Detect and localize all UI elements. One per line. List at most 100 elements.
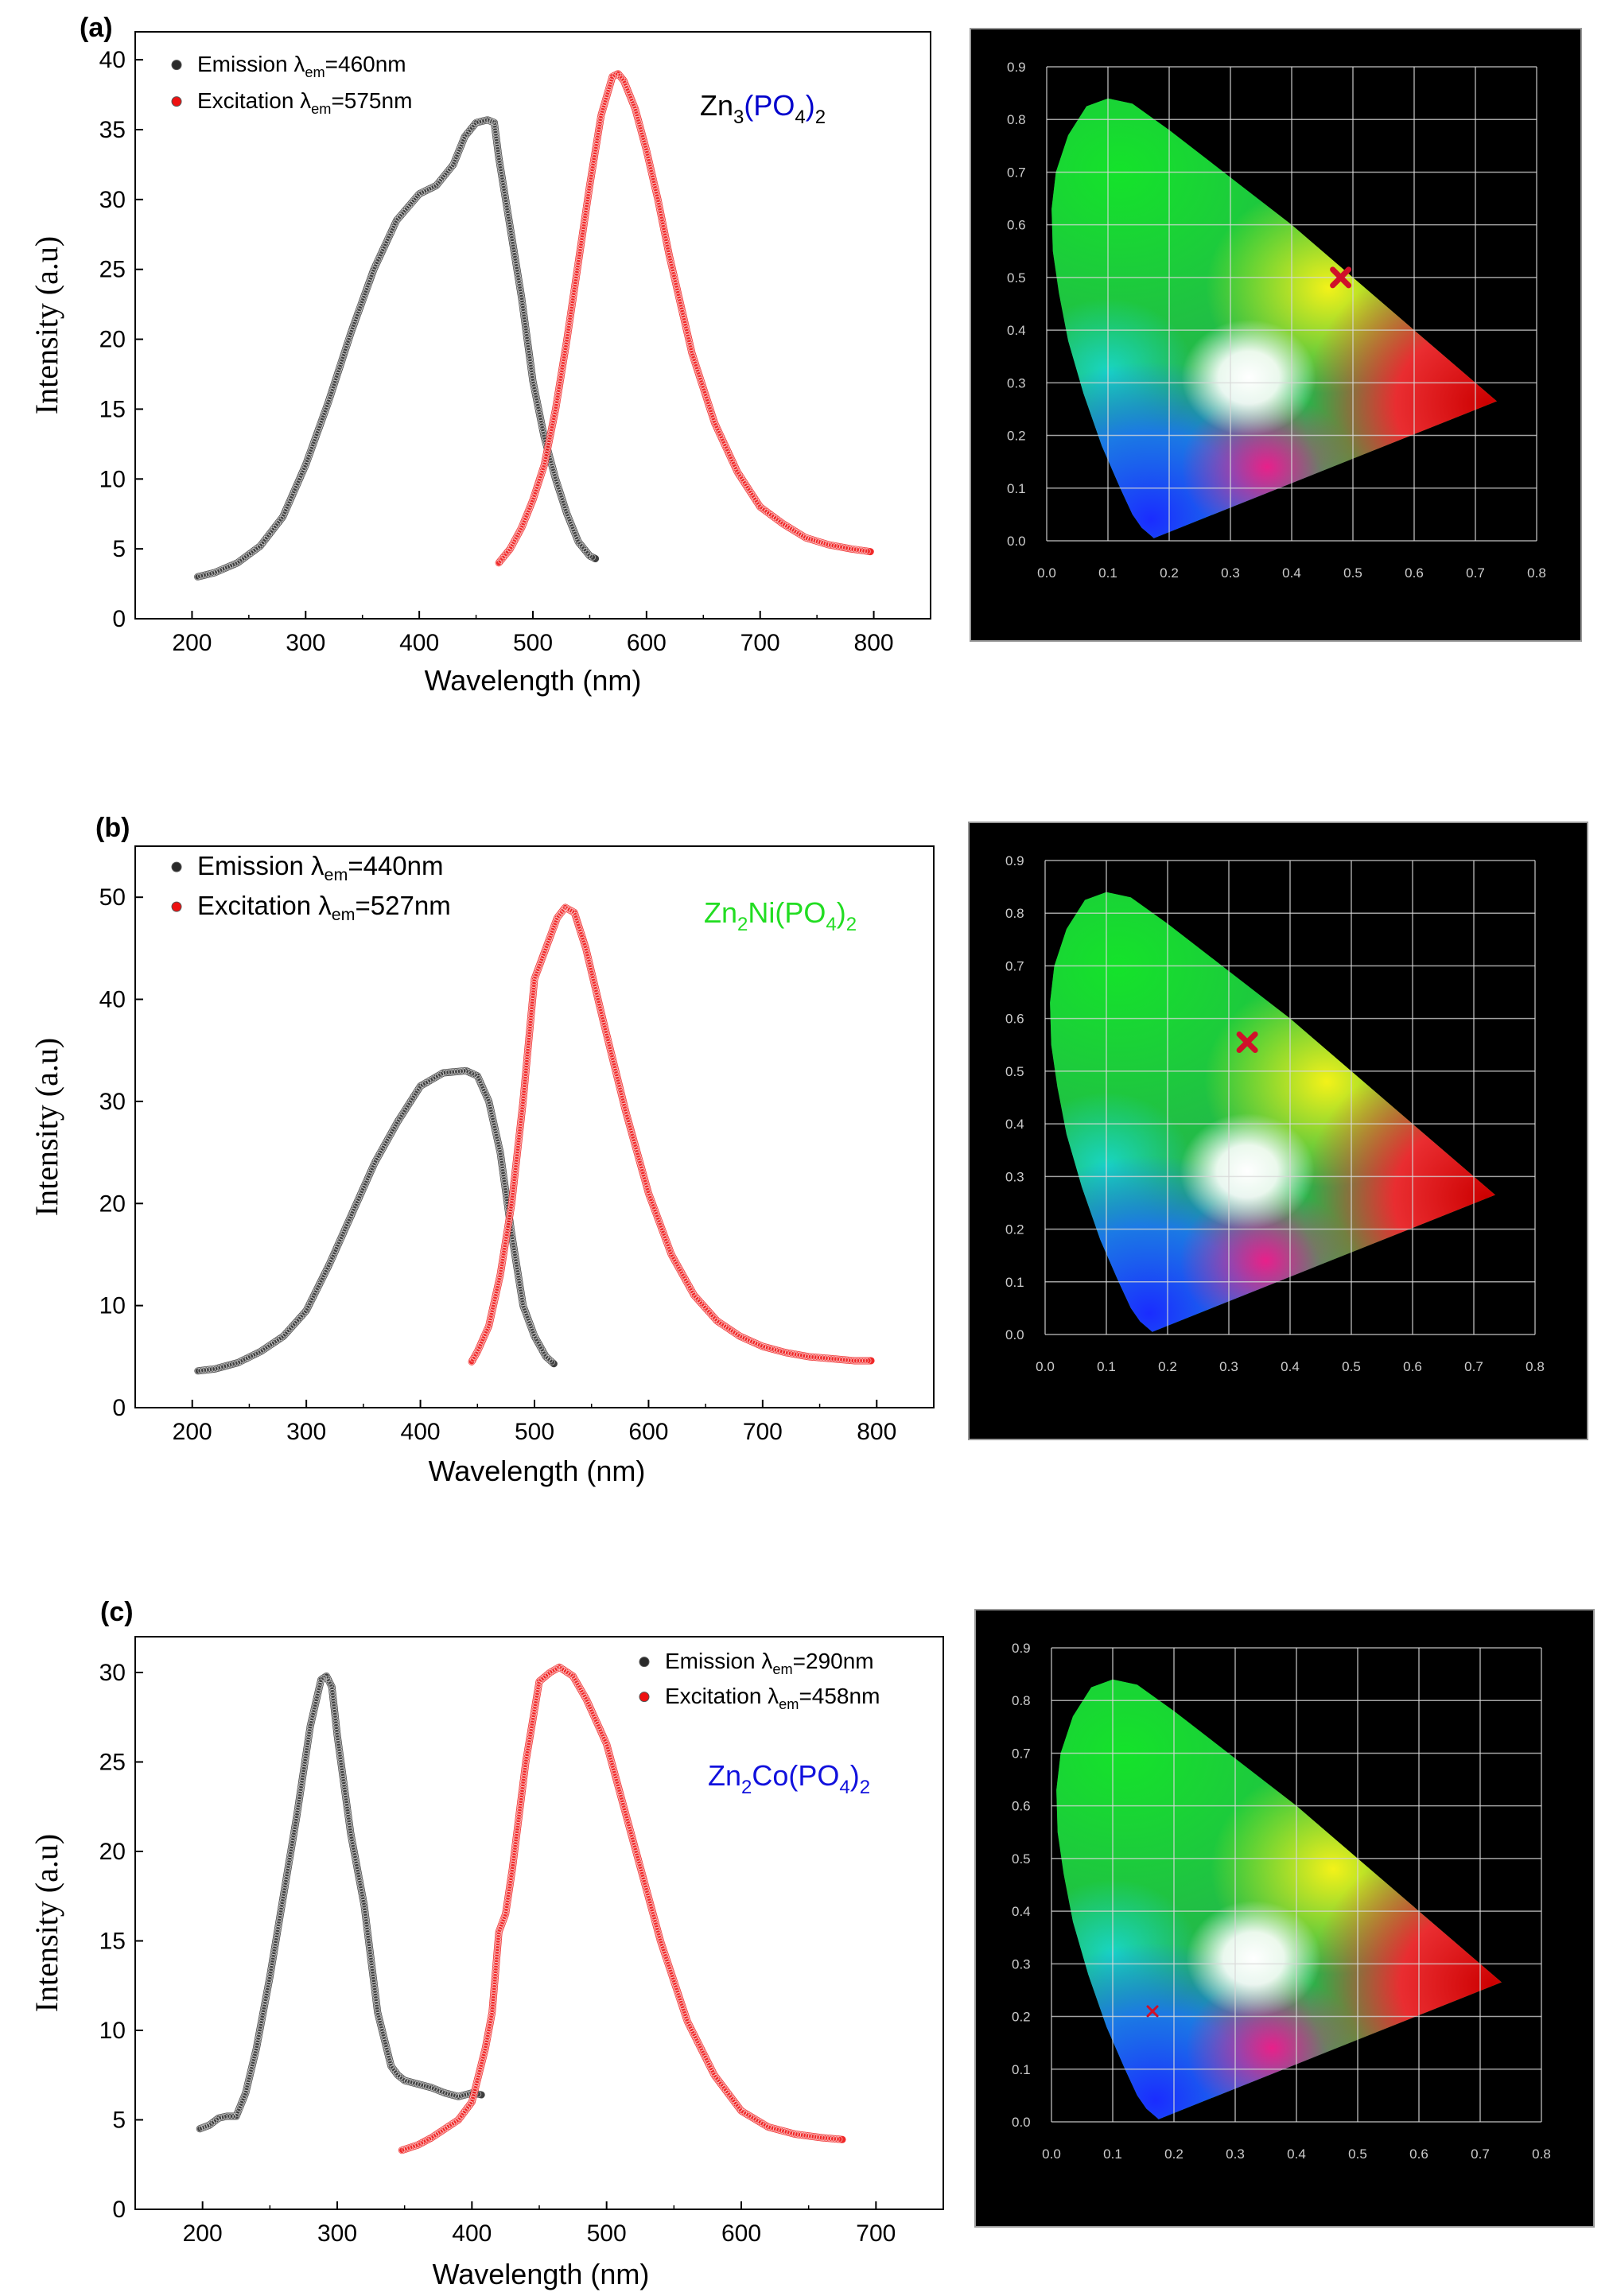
data-point (446, 2122, 453, 2130)
data-point (437, 2128, 444, 2135)
data-point (428, 2084, 435, 2092)
cie-x-tick: 0.5 (1342, 1359, 1361, 1374)
legend-marker (171, 861, 182, 872)
series-line (468, 903, 875, 1366)
cie-x-tick: 0.2 (1164, 2146, 1184, 2162)
x-tick-label: 600 (628, 1419, 668, 1445)
data-point (584, 550, 592, 557)
legend-entry: Excitation λem=527nm (197, 891, 451, 924)
series-line (194, 116, 600, 581)
data-point (297, 1314, 305, 1321)
data-point (434, 180, 441, 187)
data-point (733, 2100, 740, 2108)
x-tick-label: 300 (286, 1419, 326, 1445)
cie-x-tick: 0.4 (1282, 565, 1301, 581)
data-point (694, 1296, 702, 1303)
data-point (450, 2119, 457, 2127)
cie-x-tick: 0.2 (1158, 1359, 1177, 1374)
data-point (461, 2108, 468, 2115)
cie-y-tick: 0.4 (1007, 323, 1026, 338)
data-point (544, 1671, 551, 1678)
data-point (773, 1346, 780, 1354)
data-point (460, 2110, 467, 2117)
cie-y-tick: 0.5 (1007, 270, 1026, 286)
data-point (503, 550, 510, 557)
data-point (255, 544, 262, 551)
panel-label: (c) (100, 1597, 134, 1627)
data-point (465, 2103, 472, 2110)
data-point (262, 536, 269, 543)
data-point (729, 2096, 737, 2104)
x-tick-label: 500 (587, 2220, 627, 2247)
data-point (567, 1671, 574, 1678)
data-point (465, 1068, 472, 1076)
data-point (228, 1361, 235, 1368)
cie-y-tick: 0.9 (1005, 853, 1024, 868)
data-point (833, 2135, 840, 2143)
cie-y-tick: 0.4 (1005, 1117, 1024, 1132)
data-point (301, 1309, 308, 1316)
data-point (504, 548, 512, 555)
data-point (234, 559, 241, 566)
data-point (542, 1353, 550, 1360)
x-tick-label: 800 (857, 1419, 896, 1445)
data-point (273, 1337, 280, 1344)
data-point (756, 503, 764, 511)
data-point (395, 2072, 402, 2079)
cie-x-tick: 0.6 (1405, 565, 1424, 581)
data-point (295, 1315, 302, 1323)
data-point (405, 203, 413, 210)
y-tick-label: 25 (99, 257, 126, 283)
data-point (771, 1346, 778, 1353)
data-point (241, 554, 248, 561)
data-point (577, 541, 584, 548)
data-point (387, 2062, 395, 2070)
cie-y-tick: 0.9 (1012, 1641, 1031, 1656)
cie-x-tick: 0.0 (1037, 565, 1056, 581)
data-point (759, 505, 766, 512)
data-point (589, 554, 597, 561)
plot-frame (134, 1636, 944, 2210)
data-point (497, 557, 504, 564)
cie-x-tick: 0.7 (1466, 565, 1485, 581)
data-point (257, 542, 264, 550)
data-point (270, 524, 278, 531)
data-point (711, 2072, 718, 2079)
cie-x-tick: 0.2 (1160, 565, 1179, 581)
data-point (575, 538, 582, 546)
cie-y-tick: 0.1 (1005, 1275, 1024, 1290)
legend-entry: Excitation λem=575nm (197, 88, 412, 117)
data-point (836, 2135, 843, 2143)
series-layer (194, 70, 874, 581)
data-point (239, 556, 246, 563)
legend: Emission λem=440nm Excitation λem=527nm (171, 851, 451, 924)
data-point (690, 1292, 698, 1299)
legend-entry: Emission λem=290nm (665, 1649, 874, 1677)
data-point (716, 2078, 723, 2085)
data-point (555, 912, 562, 919)
y-tick-label: 20 (99, 327, 126, 353)
data-point (468, 1070, 476, 1077)
data-point (398, 211, 406, 218)
data-point (226, 1362, 233, 1369)
legend-marker (639, 1657, 650, 1668)
cie-y-tick: 0.7 (1012, 1746, 1031, 1761)
data-point (393, 217, 400, 224)
cie-gamut (1050, 892, 1495, 1332)
cie-y-tick: 0.9 (1007, 60, 1026, 75)
y-axis-label: Intensity (a.u) (29, 1834, 64, 2012)
data-point (457, 2114, 464, 2121)
data-point (721, 2085, 728, 2092)
y-axis-label: Intensity (a.u) (29, 1038, 64, 1216)
data-point (458, 2111, 465, 2119)
data-point (446, 165, 453, 173)
data-point (554, 914, 561, 921)
data-point (231, 1360, 239, 1367)
compound-label: Zn3(PO4)2 (700, 89, 826, 128)
series-line (194, 1066, 558, 1375)
y-tick-label: 40 (99, 47, 126, 73)
data-point (608, 76, 616, 83)
cie-y-tick: 0.2 (1012, 2010, 1031, 2025)
data-point (211, 2118, 218, 2125)
data-point (402, 207, 409, 214)
